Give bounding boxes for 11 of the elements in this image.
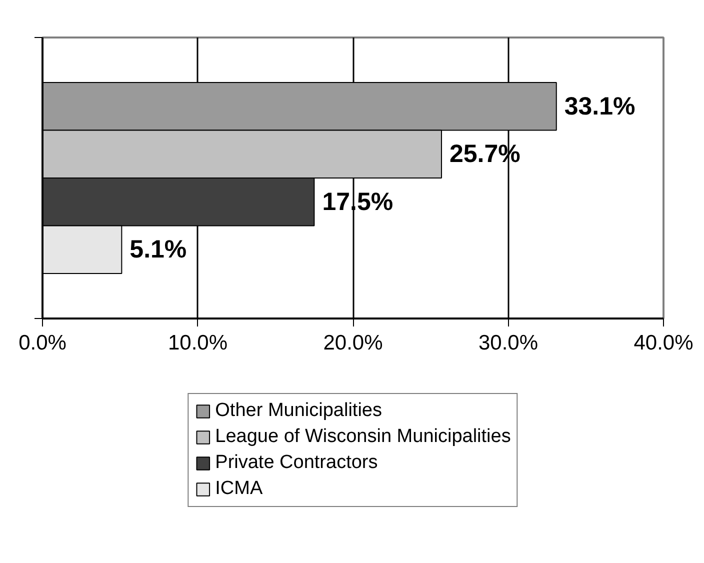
legend-label: Other Municipalities — [215, 400, 382, 422]
x-tick-label: 40.0% — [634, 332, 694, 354]
x-tick-label: 30.0% — [478, 332, 538, 354]
text: 33.1% — [564, 92, 636, 120]
legend-label: Private Contractors — [215, 452, 378, 474]
legend-label: ICMA — [215, 478, 263, 500]
x-tick-label: 10.0% — [168, 332, 228, 354]
legend-label: League of Wisconsin Municipalities — [215, 426, 511, 448]
x-tick-label: 20.0% — [323, 332, 383, 354]
text: 5.1% — [130, 236, 187, 264]
x-tick-label: 0.0% — [18, 332, 66, 354]
